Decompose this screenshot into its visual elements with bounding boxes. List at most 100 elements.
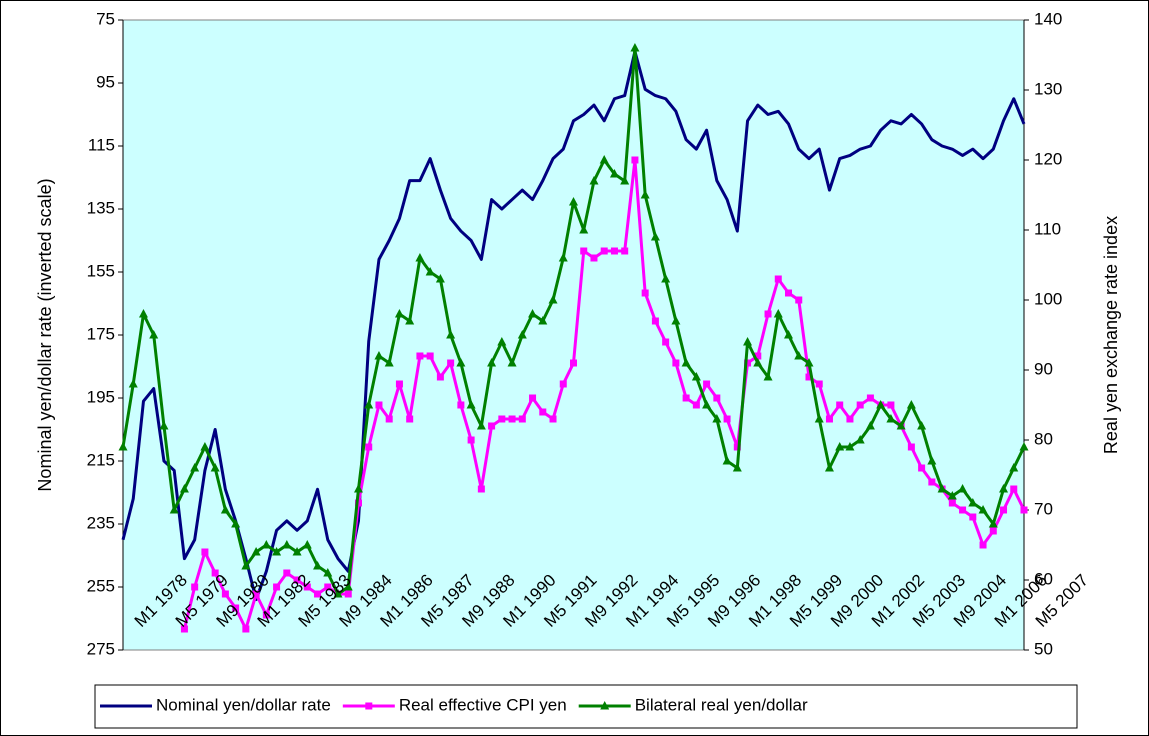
marker — [988, 519, 998, 528]
y2-tick-label: 120 — [1034, 149, 1062, 168]
marker — [722, 456, 732, 465]
marker — [692, 401, 700, 409]
marker — [549, 415, 557, 423]
marker — [918, 464, 926, 472]
marker — [303, 583, 311, 591]
marker — [703, 380, 711, 388]
marker — [374, 351, 384, 360]
marker — [508, 415, 516, 423]
marker — [313, 561, 323, 570]
marker — [896, 421, 906, 430]
marker — [906, 400, 916, 409]
marker — [672, 359, 680, 367]
y2-tick-label: 80 — [1034, 429, 1053, 448]
marker — [978, 505, 988, 514]
marker — [191, 583, 199, 591]
marker — [744, 359, 752, 367]
marker — [385, 415, 393, 423]
marker — [242, 625, 250, 633]
marker — [466, 400, 476, 409]
marker — [456, 358, 466, 367]
marker — [518, 415, 526, 423]
marker — [343, 582, 353, 591]
y-tick-label: 235 — [87, 513, 115, 532]
marker — [1020, 506, 1028, 514]
marker — [324, 583, 332, 591]
marker — [200, 442, 210, 451]
marker — [272, 547, 282, 556]
marker — [283, 569, 291, 577]
marker — [917, 421, 927, 430]
marker — [999, 484, 1009, 493]
marker — [937, 484, 947, 493]
marker — [600, 247, 608, 255]
marker — [415, 253, 425, 262]
marker — [292, 547, 302, 556]
marker — [118, 442, 128, 451]
marker — [784, 330, 794, 339]
y2-tick-label: 110 — [1034, 219, 1061, 238]
marker — [927, 456, 937, 465]
y2-tick-label: 50 — [1034, 639, 1053, 658]
marker — [538, 316, 548, 325]
marker — [211, 569, 219, 577]
marker — [662, 338, 670, 346]
marker — [795, 296, 803, 304]
marker — [488, 422, 496, 430]
y2-tick-label: 90 — [1034, 359, 1053, 378]
marker — [580, 247, 588, 255]
marker — [273, 583, 281, 591]
y-tick-label: 135 — [87, 198, 115, 217]
legend-label: Nominal yen/dollar rate — [156, 695, 331, 714]
marker — [232, 604, 240, 612]
marker — [446, 330, 456, 339]
marker — [435, 274, 445, 283]
marker — [476, 421, 486, 430]
y-tick-label: 275 — [87, 639, 115, 658]
marker — [1009, 463, 1019, 472]
marker — [507, 358, 517, 367]
marker — [814, 414, 824, 423]
marker — [754, 352, 762, 360]
legend-marker — [365, 702, 373, 710]
marker — [989, 527, 997, 535]
marker — [886, 414, 896, 423]
marker — [498, 415, 506, 423]
marker — [620, 176, 630, 185]
marker — [179, 484, 189, 493]
marker — [804, 358, 814, 367]
marker — [457, 401, 465, 409]
marker — [1019, 442, 1029, 451]
marker — [773, 309, 783, 318]
marker — [763, 372, 773, 381]
marker — [712, 414, 722, 423]
marker — [180, 625, 188, 633]
marker — [559, 380, 567, 388]
marker — [425, 267, 435, 276]
marker — [416, 352, 424, 360]
marker — [774, 275, 782, 283]
marker — [907, 443, 915, 451]
marker — [426, 352, 434, 360]
marker — [467, 436, 475, 444]
marker — [959, 506, 967, 514]
marker — [732, 463, 742, 472]
marker — [169, 505, 179, 514]
marker — [825, 415, 833, 423]
marker — [282, 540, 292, 549]
marker — [261, 540, 271, 549]
marker — [641, 289, 649, 297]
marker — [262, 611, 270, 619]
marker — [947, 491, 957, 500]
marker — [723, 415, 731, 423]
marker — [231, 519, 241, 528]
marker — [159, 421, 169, 430]
marker — [375, 401, 383, 409]
marker — [558, 253, 568, 262]
marker — [794, 351, 804, 360]
marker — [190, 463, 200, 472]
marker — [661, 274, 671, 283]
marker — [252, 590, 260, 598]
marker — [865, 421, 875, 430]
y-tick-label: 115 — [88, 135, 115, 154]
